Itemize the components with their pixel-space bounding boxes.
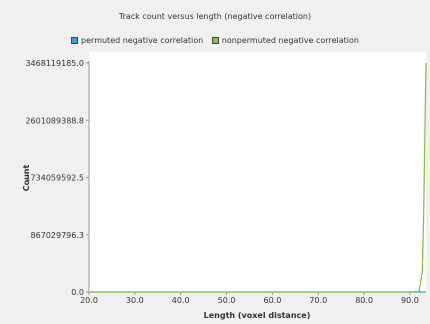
x-tick-label: 30.0 [126,296,144,305]
legend-swatch-permuted [71,37,79,44]
chart-title: Track count versus length (negative corr… [118,12,312,21]
x-tick-label: 70.0 [309,296,327,305]
y-tick-label: 2601089388.8 [25,116,84,125]
series-layer [89,62,427,293]
y-tick-label: 867029796.3 [31,231,84,240]
x-axis-label: Length (voxel distance) [204,311,311,320]
y-tick-label: 0.0 [71,288,84,297]
legend-swatch-nonpermuted [211,37,219,44]
y-tick-label: 1734059592.5 [25,174,84,183]
x-tick-label: 20.0 [80,296,98,305]
x-tick-label: 80.0 [355,296,373,305]
y-axis: 0.0 867029796.3 1734059592.5 2601089388.8 34… [25,59,90,297]
legend-item-permuted: permuted negative correlation [71,36,203,45]
y-tick-label: 3468119185.0 [25,59,84,68]
x-tick-label: 60.0 [263,296,281,305]
legend-label-nonpermuted: nonpermuted negative correlation [221,36,359,45]
legend-label-permuted: permuted negative correlation [81,36,204,45]
plot-area [89,52,426,293]
legend-item-nonpermuted: nonpermuted negative correlation [211,36,359,45]
y-axis-label: Count [22,165,31,192]
chart-legend: permuted negative correlation nonpermute… [0,36,430,45]
series-line-nonpermuted [89,62,427,293]
x-tick-label: 50.0 [218,296,236,305]
x-tick-label: 90.0 [401,296,419,305]
x-axis: 20.0 30.0 40.0 50.0 60.0 70.0 80.0 90.0 [80,291,426,305]
x-tick-label: 40.0 [172,296,190,305]
